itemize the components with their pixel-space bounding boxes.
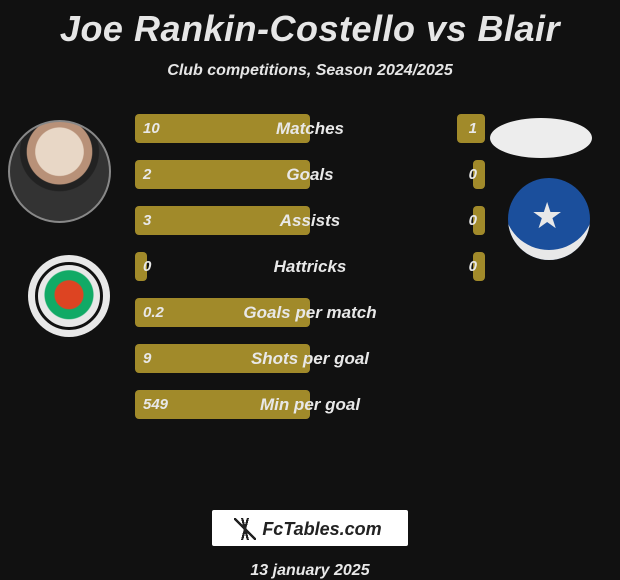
- stat-row: 9Shots per goal: [135, 344, 485, 373]
- player-photo-right-placeholder: [490, 118, 592, 158]
- stat-value-right: 0: [469, 166, 477, 183]
- stat-row: 3Assists0: [135, 206, 485, 235]
- player-photo-left: [8, 120, 111, 223]
- stat-label: Hattricks: [135, 257, 485, 277]
- stat-row: 0Hattricks0: [135, 252, 485, 281]
- stat-row: 2Goals0: [135, 160, 485, 189]
- fctables-logo-icon: [234, 518, 256, 540]
- stat-row: 549Min per goal: [135, 390, 485, 419]
- attribution-text: FcTables.com: [262, 519, 381, 540]
- date-text: 13 january 2025: [250, 562, 369, 580]
- stat-row: 10Matches1: [135, 114, 485, 143]
- club-badge-right: [508, 178, 590, 260]
- stat-value-right: 1: [469, 120, 477, 137]
- comparison-panel: 10Matches12Goals03Assists00Hattricks00.2…: [0, 100, 620, 170]
- stat-row: 0.2Goals per match: [135, 298, 485, 327]
- stat-label: Matches: [135, 119, 485, 139]
- stat-label: Goals: [135, 165, 485, 185]
- stat-label: Goals per match: [135, 303, 485, 323]
- stat-label: Shots per goal: [135, 349, 485, 369]
- stat-value-right: 0: [469, 212, 477, 229]
- club-badge-left: [28, 255, 110, 337]
- stat-label: Assists: [135, 211, 485, 231]
- page-title: Joe Rankin-Costello vs Blair: [60, 8, 560, 50]
- blackburn-rose-icon: [35, 262, 103, 330]
- stats-list: 10Matches12Goals03Assists00Hattricks00.2…: [135, 114, 485, 419]
- attribution-badge: FcTables.com: [212, 510, 407, 546]
- stat-value-right: 0: [469, 258, 477, 275]
- stat-label: Min per goal: [135, 395, 485, 415]
- season-subtitle: Club competitions, Season 2024/2025: [167, 62, 452, 80]
